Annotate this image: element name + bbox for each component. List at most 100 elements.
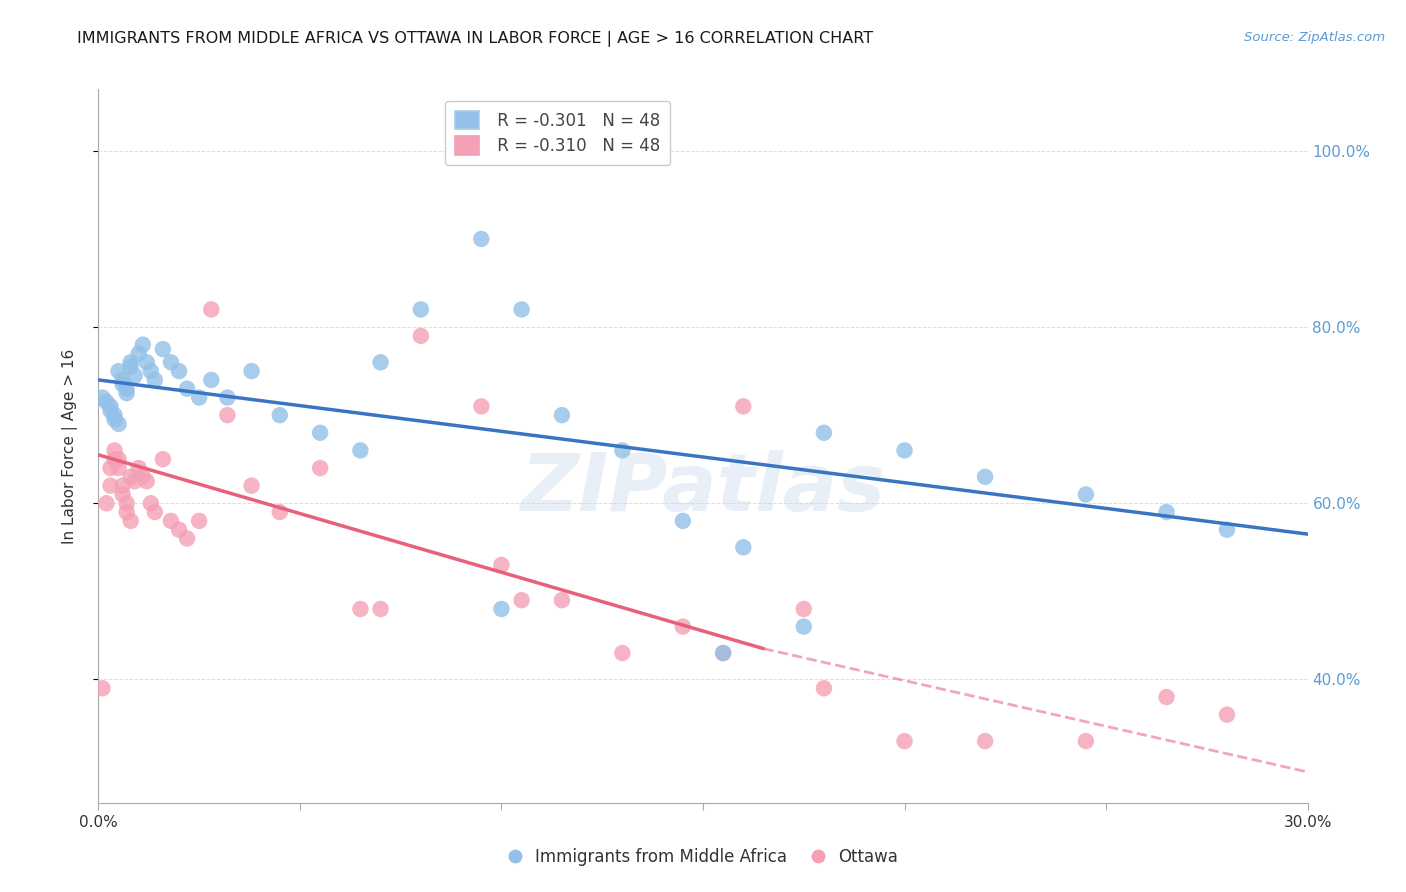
Point — [96, 395, 118, 409]
Point — [100, 478, 122, 492]
Point — [491, 558, 513, 572]
Point — [152, 452, 174, 467]
Point — [107, 417, 129, 431]
Point — [1074, 487, 1097, 501]
Point — [132, 337, 155, 351]
Point — [115, 386, 138, 401]
Point — [510, 302, 533, 317]
Point — [217, 391, 239, 405]
Point — [200, 302, 222, 317]
Point — [100, 461, 122, 475]
Point — [135, 475, 157, 489]
Legend: Immigrants from Middle Africa, Ottawa: Immigrants from Middle Africa, Ottawa — [501, 842, 905, 873]
Point — [974, 734, 997, 748]
Point — [793, 602, 815, 616]
Point — [115, 505, 138, 519]
Point — [91, 681, 114, 696]
Point — [269, 505, 291, 519]
Y-axis label: In Labor Force | Age > 16: In Labor Force | Age > 16 — [62, 349, 77, 543]
Point — [370, 602, 392, 616]
Point — [793, 619, 815, 633]
Point — [470, 232, 492, 246]
Point — [240, 364, 263, 378]
Point — [128, 346, 150, 360]
Point — [813, 681, 835, 696]
Point — [120, 514, 142, 528]
Point — [813, 425, 835, 440]
Point — [111, 377, 134, 392]
Point — [470, 400, 492, 414]
Point — [349, 602, 371, 616]
Point — [309, 461, 332, 475]
Point — [269, 408, 291, 422]
Point — [510, 593, 533, 607]
Point — [551, 593, 574, 607]
Point — [176, 532, 198, 546]
Point — [167, 523, 190, 537]
Point — [974, 470, 997, 484]
Point — [120, 470, 142, 484]
Point — [107, 452, 129, 467]
Point — [143, 505, 166, 519]
Point — [240, 478, 263, 492]
Point — [551, 408, 574, 422]
Point — [124, 475, 146, 489]
Point — [139, 364, 162, 378]
Point — [309, 425, 332, 440]
Point — [160, 514, 183, 528]
Point — [120, 355, 142, 369]
Point — [160, 355, 183, 369]
Point — [217, 408, 239, 422]
Point — [143, 373, 166, 387]
Point — [733, 400, 755, 414]
Point — [733, 541, 755, 555]
Point — [672, 619, 695, 633]
Point — [115, 382, 138, 396]
Point — [612, 443, 634, 458]
Point — [711, 646, 734, 660]
Point — [1156, 690, 1178, 704]
Point — [139, 496, 162, 510]
Point — [132, 470, 155, 484]
Point — [135, 355, 157, 369]
Point — [120, 359, 142, 374]
Text: IMMIGRANTS FROM MIDDLE AFRICA VS OTTAWA IN LABOR FORCE | AGE > 16 CORRELATION CH: IMMIGRANTS FROM MIDDLE AFRICA VS OTTAWA … — [77, 31, 873, 47]
Point — [409, 302, 432, 317]
Point — [103, 412, 125, 426]
Point — [893, 443, 915, 458]
Point — [1216, 707, 1239, 722]
Point — [409, 329, 432, 343]
Point — [96, 496, 118, 510]
Point — [188, 514, 211, 528]
Point — [176, 382, 198, 396]
Point — [100, 400, 122, 414]
Point — [1156, 505, 1178, 519]
Point — [103, 452, 125, 467]
Point — [711, 646, 734, 660]
Point — [111, 373, 134, 387]
Point — [672, 514, 695, 528]
Point — [152, 342, 174, 356]
Point — [91, 391, 114, 405]
Text: Source: ZipAtlas.com: Source: ZipAtlas.com — [1244, 31, 1385, 45]
Point — [1074, 734, 1097, 748]
Legend:  R = -0.301   N = 48,  R = -0.310   N = 48: R = -0.301 N = 48, R = -0.310 N = 48 — [446, 101, 671, 165]
Point — [107, 364, 129, 378]
Point — [111, 478, 134, 492]
Point — [370, 355, 392, 369]
Point — [200, 373, 222, 387]
Point — [167, 364, 190, 378]
Point — [491, 602, 513, 616]
Point — [111, 487, 134, 501]
Point — [128, 461, 150, 475]
Point — [612, 646, 634, 660]
Point — [188, 391, 211, 405]
Text: ZIPatlas: ZIPatlas — [520, 450, 886, 528]
Point — [349, 443, 371, 458]
Point — [893, 734, 915, 748]
Point — [124, 368, 146, 383]
Point — [115, 496, 138, 510]
Point — [103, 443, 125, 458]
Point — [107, 461, 129, 475]
Point — [100, 403, 122, 417]
